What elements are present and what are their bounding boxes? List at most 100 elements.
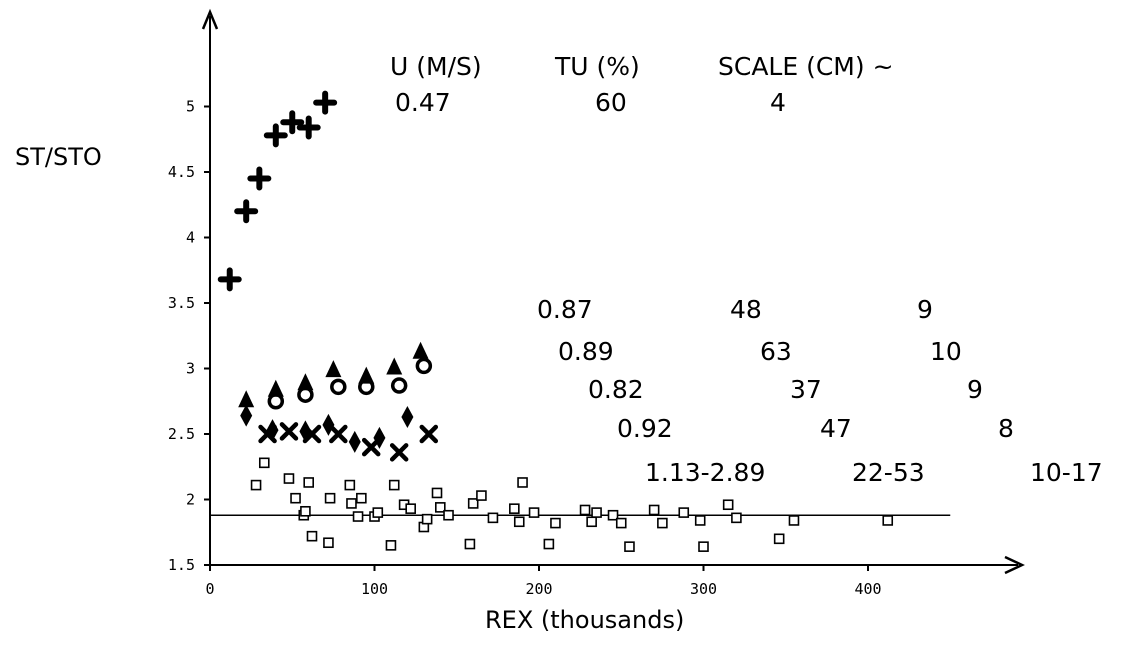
data-point-triangle [267,379,284,397]
data-point-triangle [386,357,403,375]
data-point-triangle [297,373,314,391]
data-point-square [323,537,334,549]
data-point-circle [297,386,314,403]
data-point-x [279,422,299,441]
data-point-square [431,487,443,499]
row6-scale: 10-17 [1030,458,1103,487]
data-point-square [579,504,591,516]
data-point-square [324,492,336,504]
x-tick-label: 0 [205,580,214,598]
data-point-square [421,513,433,525]
data-point-triangle [325,360,342,378]
data-point-square [443,509,454,521]
x-tick-label: 200 [525,580,552,598]
data-point-square [306,530,318,542]
data-point-plus [280,110,305,135]
data-point-plus [234,199,259,224]
y-axis-arrow [201,8,219,30]
data-point-square [467,498,479,509]
data-point-square [372,507,384,518]
y-tick-label: 3 [186,360,195,378]
y-tick-label: 4.5 [168,163,195,181]
data-point-square [882,515,894,526]
data-point-square [344,479,356,491]
data-point-square [356,492,367,504]
data-point-square [352,511,364,522]
data-point-square [464,538,476,550]
data-point-circle [267,393,285,410]
data-point-square [517,477,528,488]
data-point-square [591,507,602,518]
data-point-square [648,504,660,516]
data-point-diamond [401,405,414,428]
table-header-scale: SCALE (CM) ~ [718,52,894,81]
data-point-diamond [240,404,253,427]
data-point-plus [217,267,242,292]
data-point-square [283,473,295,484]
data-point-square [434,502,446,513]
data-point-square [487,512,499,524]
data-point-square [586,516,597,528]
row5-u: 0.92 [617,414,673,443]
data-point-square [346,498,357,509]
data-point-diamond [322,413,335,436]
data-point-x [389,443,409,462]
data-point-triangle [412,341,429,359]
row1-scale: 4 [770,88,786,117]
row4-u: 0.82 [588,375,644,404]
data-point-square [731,512,742,524]
data-point-square [385,540,397,551]
data-point-circle [330,378,347,396]
data-point-square [543,538,555,550]
data-point-plus [313,90,338,115]
row3-u: 0.89 [558,337,614,366]
data-point-square [258,457,270,469]
row6-u: 1.13-2.89 [645,458,765,487]
data-point-square [550,517,561,529]
data-point-square [694,515,706,526]
data-point-square [509,503,520,514]
data-point-square [303,477,315,488]
annotation-table: U (M/S) TU (%) SCALE (CM) ~ 0.47 60 4 0.… [390,52,1103,487]
data-point-square [607,509,619,521]
data-point-x [258,424,277,444]
data-point-square [405,503,416,514]
row1-u: 0.47 [395,88,451,117]
row2-scale: 9 [917,295,933,324]
y-tick-label: 2 [186,491,195,509]
data-point-circle [358,378,375,396]
table-header-tu: TU (%) [554,52,640,81]
data-point-square [476,490,487,501]
data-point-triangle [358,366,375,384]
row2-tu: 48 [730,295,762,324]
data-point-x [302,424,322,444]
data-point-square [250,479,262,491]
data-point-plus [247,166,272,191]
data-point-square [657,517,668,529]
y-tick-label: 2.5 [168,425,195,443]
data-point-square [513,516,525,528]
data-point-square [290,492,301,504]
x-axis-arrow [1004,555,1025,575]
data-point-square [528,507,540,518]
data-point-square [615,517,627,529]
data-point-square [678,507,690,518]
x-ticks: 0 100 200 300 400 [205,565,882,598]
row3-scale: 10 [930,337,962,366]
y-tick-label: 3.5 [168,294,195,312]
data-point-square [722,499,734,511]
x-tick-label: 400 [854,580,881,598]
row2-u: 0.87 [537,295,593,324]
data-point-square [698,541,709,552]
y-axis-label: ST/STO [15,143,102,171]
x-tick-label: 300 [690,580,717,598]
y-tick-label: 1.5 [168,556,195,574]
data-point-diamond [348,430,361,453]
row5-tu: 47 [820,414,852,443]
row3-tu: 63 [760,337,792,366]
data-point-square [388,479,400,491]
data-point-x [361,437,381,457]
data-point-square [300,505,311,517]
data-point-triangle [238,390,255,408]
